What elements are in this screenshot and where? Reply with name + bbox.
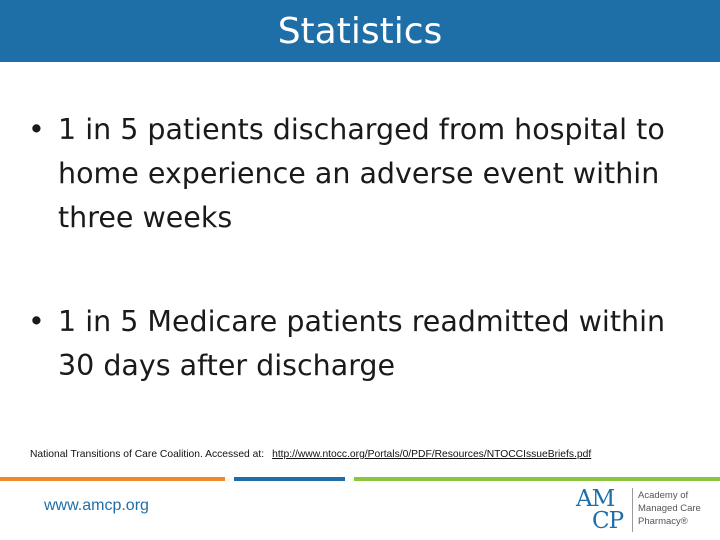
bullet-text: 1 in 5 patients discharged from hospital… <box>58 113 665 234</box>
logo-mark-top: AM <box>576 486 615 512</box>
amcp-logo: AM CP Academy of Managed Care Pharmacy® <box>576 486 716 534</box>
logo-text: Academy of Managed Care Pharmacy® <box>638 489 701 528</box>
footer-stripe-green <box>354 477 720 481</box>
citation: National Transitions of Care Coalition. … <box>30 449 591 460</box>
title-bar: Statistics <box>0 0 720 62</box>
slide-title: Statistics <box>277 10 443 52</box>
slide-content: • 1 in 5 patients discharged from hospit… <box>28 108 698 388</box>
bullet-item: • 1 in 5 patients discharged from hospit… <box>28 108 698 240</box>
bullet-marker: • <box>28 113 45 146</box>
bullet-marker: • <box>28 305 45 338</box>
logo-mark-bottom: CP <box>592 508 624 534</box>
bullet-text: 1 in 5 Medicare patients readmitted with… <box>58 305 666 382</box>
bullet-item: • 1 in 5 Medicare patients readmitted wi… <box>28 300 698 388</box>
logo-line-3: Pharmacy® <box>638 516 688 527</box>
logo-line-2: Managed Care <box>638 503 701 514</box>
footer-stripe-orange <box>0 477 225 481</box>
logo-divider <box>632 488 633 532</box>
citation-text: National Transitions of Care Coalition. … <box>30 449 265 460</box>
footer-url[interactable]: www.amcp.org <box>44 497 149 514</box>
amcp-logo-mark: AM CP <box>576 486 632 534</box>
footer-stripe-blue <box>234 477 345 481</box>
citation-link[interactable]: http://www.ntocc.org/Portals/0/PDF/Resou… <box>272 449 592 460</box>
logo-line-1: Academy of <box>638 490 689 501</box>
